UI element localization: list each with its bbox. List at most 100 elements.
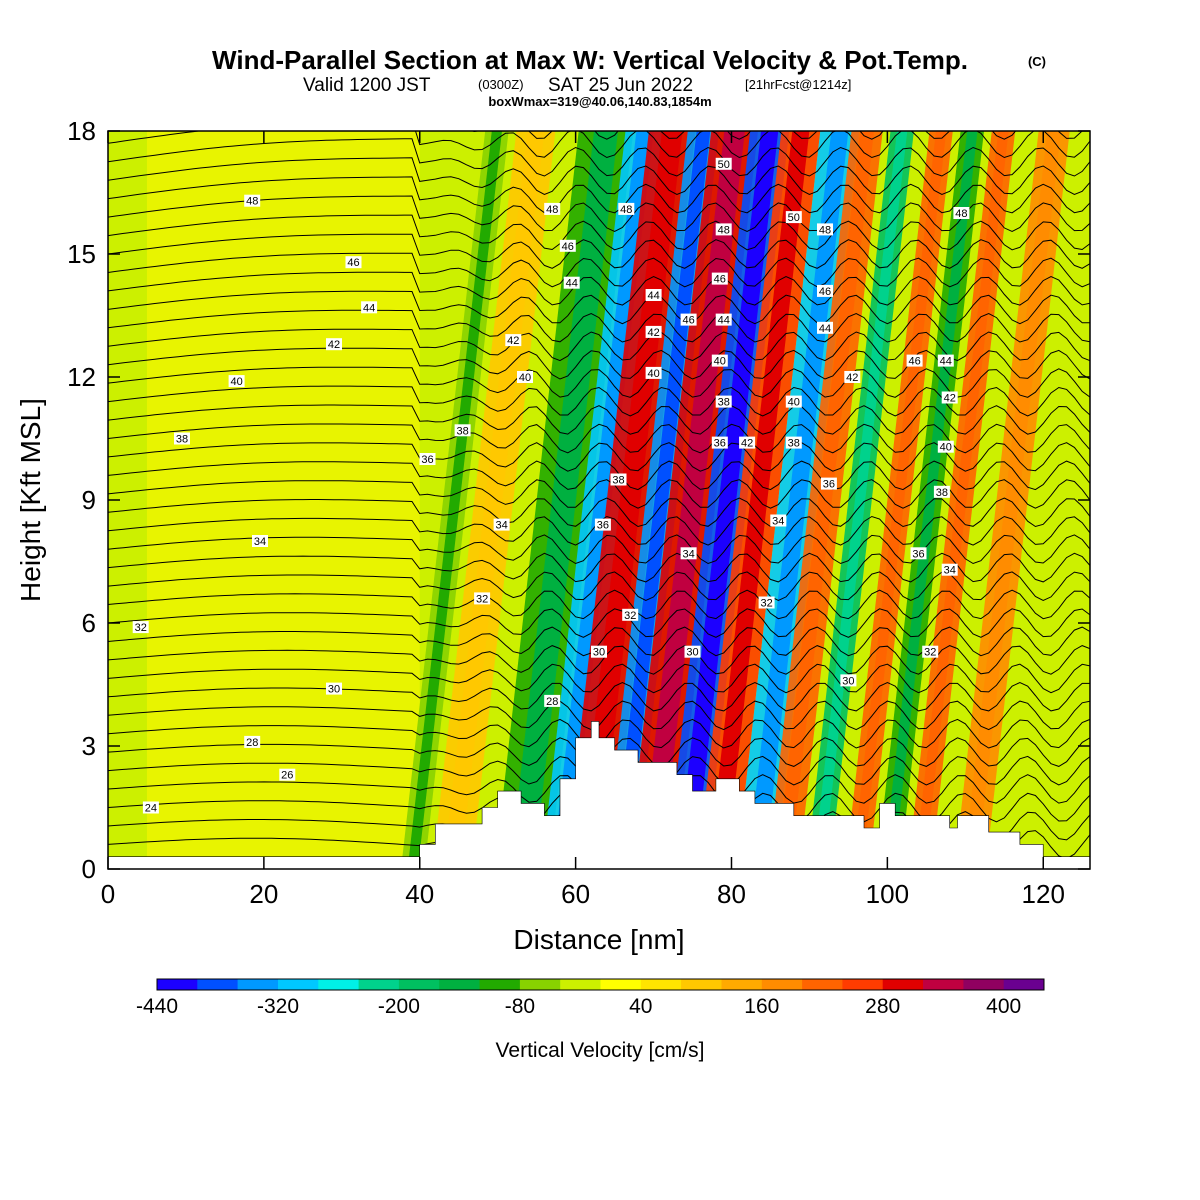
colorbar-swatch bbox=[519, 979, 561, 990]
contour-label-bg bbox=[132, 621, 149, 634]
contour-label: 42 bbox=[505, 334, 522, 347]
contour-label: 30 bbox=[684, 645, 701, 659]
colorbar-swatch bbox=[721, 979, 763, 990]
contour-label-bg bbox=[544, 202, 561, 215]
contour-label: 48 bbox=[544, 202, 561, 216]
colorbar-swatch bbox=[802, 979, 843, 990]
contour-label-text: 32 bbox=[624, 610, 636, 622]
colorbar-swatch bbox=[479, 979, 521, 990]
contour-label-text: 42 bbox=[944, 393, 956, 405]
contour-label-bg bbox=[419, 453, 436, 465]
contour-label: 48 bbox=[244, 194, 261, 208]
contour-label-text: 46 bbox=[562, 241, 574, 253]
colorbar-label: -440 bbox=[136, 995, 178, 1018]
contour-label-text: 38 bbox=[718, 397, 730, 409]
w-band-core bbox=[509, 131, 618, 869]
contour-label-bg bbox=[645, 366, 662, 379]
contour-label: 44 bbox=[645, 289, 662, 302]
contour-label-text: 38 bbox=[936, 487, 948, 499]
contour-label-bg bbox=[785, 436, 802, 449]
contour-label-bg bbox=[715, 395, 732, 408]
contour-label: 48 bbox=[953, 207, 970, 220]
contour-label: 36 bbox=[594, 518, 611, 532]
contour-label: 46 bbox=[680, 313, 697, 327]
colorbar-label: -320 bbox=[257, 995, 299, 1018]
contour-label-text: 34 bbox=[495, 520, 507, 532]
contour-label: 40 bbox=[937, 440, 954, 454]
contour-label-text: 32 bbox=[924, 647, 936, 659]
contour-label: 42 bbox=[739, 436, 756, 450]
contour-label-bg bbox=[910, 547, 927, 560]
w-band-core bbox=[407, 131, 502, 869]
contour-label-bg bbox=[361, 301, 378, 314]
contour-label: 44 bbox=[715, 313, 732, 327]
contour-label-text: 48 bbox=[620, 204, 632, 216]
contour-label-bg bbox=[684, 645, 701, 658]
contour-label-text: 36 bbox=[421, 454, 433, 466]
contour-label-bg bbox=[711, 354, 728, 367]
theta-isoline bbox=[108, 608, 1090, 638]
contour-label-text: 38 bbox=[612, 475, 624, 487]
y-tick-label: 9 bbox=[82, 485, 96, 515]
contour-label: 46 bbox=[906, 354, 923, 368]
colorbar-swatch bbox=[157, 979, 198, 990]
valid-prefix: Valid 1200 JST bbox=[303, 75, 431, 96]
contour-label: 26 bbox=[279, 768, 296, 782]
contour-label: 34 bbox=[680, 547, 697, 560]
contour-label-text: 50 bbox=[788, 212, 800, 224]
contour-label-bg bbox=[715, 157, 732, 170]
contour-label: 36 bbox=[820, 477, 837, 491]
contour-label: 44 bbox=[361, 301, 378, 314]
colorbar-swatch bbox=[398, 979, 440, 990]
x-tick-label: 80 bbox=[717, 879, 746, 909]
w-band-core bbox=[851, 131, 947, 869]
contour-label-bg bbox=[844, 371, 861, 383]
contour-label-text: 44 bbox=[566, 278, 578, 290]
theta-isoline bbox=[108, 385, 1090, 417]
contour-label-text: 44 bbox=[647, 290, 659, 302]
contour-label-text: 42 bbox=[647, 327, 659, 339]
contour-label-text: 46 bbox=[714, 274, 726, 286]
contour-label-text: 40 bbox=[519, 372, 531, 384]
theta-isoline bbox=[108, 645, 1090, 675]
contour-label: 40 bbox=[645, 366, 662, 380]
theta-isoline bbox=[108, 233, 1090, 269]
theta-isoline bbox=[108, 534, 1090, 565]
theta-isoline bbox=[108, 328, 1090, 362]
contour-label-text: 40 bbox=[230, 376, 242, 388]
colorbar-swatch bbox=[882, 979, 924, 990]
contour-label: 34 bbox=[770, 514, 787, 528]
terrain-profile bbox=[108, 721, 1090, 869]
contour-label: 44 bbox=[937, 354, 954, 368]
contour-label-text: 46 bbox=[682, 315, 694, 327]
contour-label: 44 bbox=[817, 321, 833, 335]
x-axis: 0 20 40 60 80 100 120 bbox=[101, 131, 1065, 909]
contour-label: 42 bbox=[941, 391, 958, 405]
y-axis-title: Height [Kft MSL] bbox=[15, 398, 46, 602]
contour-label-text: 40 bbox=[714, 356, 726, 368]
w-band-core bbox=[963, 131, 1061, 869]
colorbar-label: -80 bbox=[505, 995, 535, 1018]
contour-label: 38 bbox=[785, 436, 802, 450]
colorbar-swatch bbox=[963, 979, 1005, 990]
contour-labels: 24 26 28 30 32 34 36 38 40 42 44 46 48 38 34 32 28 30 42 40… bbox=[132, 157, 970, 815]
contour-label: 32 bbox=[758, 596, 775, 610]
colorbar-swatch bbox=[278, 979, 319, 990]
w-band-core bbox=[883, 131, 978, 869]
contour-label-bg bbox=[941, 391, 958, 404]
contour-label: 46 bbox=[559, 239, 576, 253]
contour-label-bg bbox=[820, 477, 837, 490]
contour-label: 24 bbox=[142, 801, 159, 815]
contour-label-bg bbox=[817, 223, 833, 236]
w-band-core bbox=[676, 131, 779, 869]
plot-area: 24 26 28 30 32 34 36 38 40 42 44 46 48 38 34 32 28 30 42 40… bbox=[108, 131, 1090, 869]
contour-label-text: 36 bbox=[823, 479, 835, 491]
contour-label: 30 bbox=[840, 674, 857, 687]
contour-label: 34 bbox=[252, 535, 268, 548]
colorbar-label: 280 bbox=[865, 995, 900, 1018]
contour-label: 30 bbox=[591, 645, 607, 659]
contour-label-text: 38 bbox=[456, 425, 468, 437]
contour-label-bg bbox=[645, 289, 662, 301]
contour-label-text: 46 bbox=[908, 356, 920, 368]
contour-label: 48 bbox=[715, 223, 732, 236]
